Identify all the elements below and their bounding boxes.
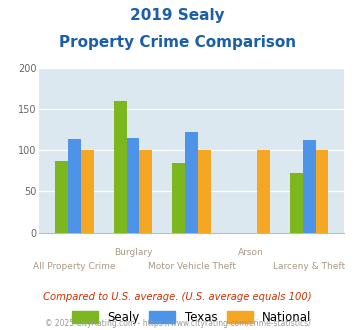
Text: Property Crime Comparison: Property Crime Comparison bbox=[59, 35, 296, 50]
Bar bbox=[316, 150, 328, 233]
Bar bbox=[68, 139, 81, 233]
Text: All Property Crime: All Property Crime bbox=[33, 262, 115, 271]
Bar bbox=[198, 150, 211, 233]
Bar bbox=[55, 161, 68, 233]
Text: 2019 Sealy: 2019 Sealy bbox=[130, 8, 225, 23]
Bar bbox=[172, 163, 185, 233]
Text: Arson: Arson bbox=[237, 248, 263, 257]
Bar bbox=[257, 150, 270, 233]
Bar bbox=[81, 150, 94, 233]
Bar bbox=[126, 138, 140, 233]
Text: Motor Vehicle Theft: Motor Vehicle Theft bbox=[148, 262, 236, 271]
Legend: Sealy, Texas, National: Sealy, Texas, National bbox=[72, 311, 311, 324]
Text: Burglary: Burglary bbox=[114, 248, 152, 257]
Bar bbox=[114, 101, 126, 233]
Text: Compared to U.S. average. (U.S. average equals 100): Compared to U.S. average. (U.S. average … bbox=[43, 292, 312, 302]
Text: Larceny & Theft: Larceny & Theft bbox=[273, 262, 345, 271]
Text: © 2025 CityRating.com - https://www.cityrating.com/crime-statistics/: © 2025 CityRating.com - https://www.city… bbox=[45, 319, 310, 328]
Bar bbox=[290, 173, 303, 233]
Bar bbox=[140, 150, 152, 233]
Bar bbox=[303, 140, 316, 233]
Bar bbox=[185, 132, 198, 233]
